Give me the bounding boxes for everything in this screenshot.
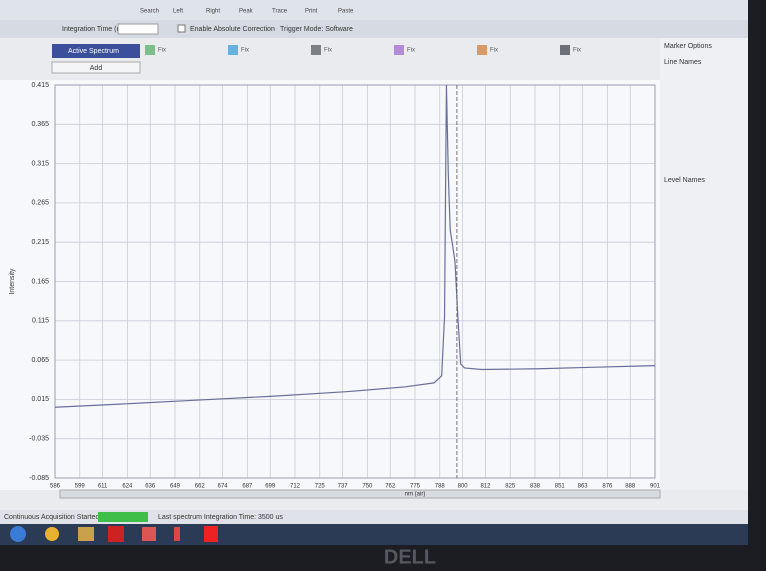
tab-label[interactable]: Fix (241, 48, 249, 54)
brand-logo: DELL (384, 546, 436, 568)
toolbar-button[interactable]: Search (140, 9, 159, 15)
app-icon[interactable] (108, 526, 124, 542)
screen: Integration Time (ms): Enable Absolute C… (0, 0, 748, 545)
x-tick-label: 863 (578, 484, 589, 490)
status-state: Continuous Acquisition Started (4, 514, 99, 521)
x-tick-label: 800 (458, 484, 469, 490)
marker-options[interactable]: Marker Options (664, 43, 712, 50)
x-tick-label: 775 (410, 484, 421, 490)
tab-swatch[interactable] (311, 45, 321, 55)
x-tick-label: 888 (625, 484, 636, 490)
integration-input[interactable] (118, 24, 158, 34)
y-tick-label: 0.165 (31, 278, 49, 285)
x-tick-label: 712 (290, 484, 301, 490)
x-tick-label: 624 (122, 484, 133, 490)
toolbar-button[interactable]: Right (206, 9, 220, 15)
tab-label[interactable]: Fix (573, 48, 581, 54)
active-tab-label: Active Spectrum (68, 48, 119, 55)
tool-icon[interactable] (174, 527, 180, 541)
x-tick-label: 611 (98, 484, 108, 490)
x-tick-label: 649 (170, 484, 181, 490)
pdf-icon[interactable] (142, 527, 156, 541)
status-message: Last spectrum Integration Time: 3500 us (158, 514, 283, 521)
level-names: Level Names (664, 177, 705, 184)
progress-bar (98, 512, 148, 522)
x-tick-label: 687 (242, 484, 253, 490)
toolbar-button[interactable]: Left (173, 9, 183, 15)
add-label: Add (90, 65, 103, 72)
y-tick-label: -0.035 (29, 436, 49, 443)
y-axis-label: Intensity (9, 268, 16, 295)
y-tick-label: -0.085 (29, 475, 49, 482)
y-tick-label: 0.215 (31, 239, 49, 246)
browser-icon[interactable] (45, 527, 59, 541)
x-tick-label: 825 (505, 484, 516, 490)
scrollbar[interactable] (60, 490, 660, 498)
y-tick-label: 0.065 (31, 357, 49, 364)
x-axis-label: nm (air) (405, 492, 426, 498)
y-tick-label: 0.265 (31, 200, 49, 207)
start-button[interactable] (10, 526, 26, 542)
x-tick-label: 851 (555, 484, 566, 490)
page: {"toolbar": {"buttons": ["Search", "Left… (0, 0, 766, 571)
absolute-correction[interactable]: Enable Absolute Correction (190, 26, 275, 33)
line-names: Line Names (664, 59, 702, 66)
x-tick-label: 750 (362, 484, 373, 490)
x-tick-label: 636 (145, 484, 156, 490)
y-tick-label: 0.015 (31, 396, 49, 403)
plot-background (0, 80, 748, 490)
toolbar-button[interactable]: Trace (272, 9, 288, 15)
toolbar (0, 0, 748, 20)
x-tick-label: 901 (650, 484, 661, 490)
x-tick-label: 762 (385, 484, 396, 490)
side-panel (660, 38, 748, 490)
x-tick-label: 599 (75, 484, 86, 490)
tab-label[interactable]: Fix (407, 48, 415, 54)
folder-icon[interactable] (78, 527, 94, 541)
x-tick-label: 838 (530, 484, 541, 490)
x-tick-label: 725 (315, 484, 326, 490)
tab-swatch[interactable] (560, 45, 570, 55)
checkbox[interactable] (178, 25, 185, 32)
y-tick-label: 0.315 (31, 160, 49, 167)
text-icon[interactable] (204, 526, 218, 542)
tab-swatch[interactable] (477, 45, 487, 55)
tab-label[interactable]: Fix (158, 48, 166, 54)
tab-swatch[interactable] (228, 45, 238, 55)
toolbar-button[interactable]: Paste (338, 9, 354, 15)
x-tick-label: 699 (265, 484, 276, 490)
x-tick-label: 662 (195, 484, 206, 490)
tab-swatch[interactable] (145, 45, 155, 55)
tab-label[interactable]: Fix (490, 48, 498, 54)
toolbar-button[interactable]: Peak (239, 9, 254, 15)
toolbar-button[interactable]: Print (305, 9, 318, 15)
y-tick-label: 0.365 (31, 121, 49, 128)
trigger-mode[interactable]: Trigger Mode: Software (280, 26, 353, 33)
app-window: Integration Time (ms): Enable Absolute C… (0, 0, 748, 545)
x-tick-label: 586 (50, 484, 61, 490)
x-tick-label: 876 (602, 484, 613, 490)
x-tick-label: 812 (480, 484, 491, 490)
y-tick-label: 0.415 (31, 82, 49, 89)
tab-swatch[interactable] (394, 45, 404, 55)
y-tick-label: 0.115 (32, 318, 49, 325)
x-tick-label: 737 (338, 484, 349, 490)
x-tick-label: 674 (218, 484, 229, 490)
x-tick-label: 788 (435, 484, 446, 490)
tab-label[interactable]: Fix (324, 48, 332, 54)
